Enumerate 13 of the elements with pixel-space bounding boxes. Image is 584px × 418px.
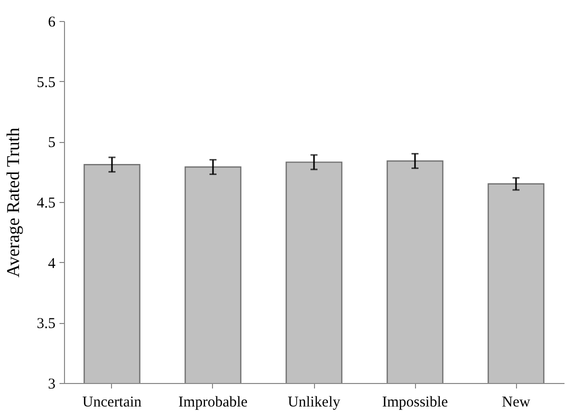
y-tick-label: 5.5 xyxy=(36,74,56,91)
y-tick-label: 3.5 xyxy=(36,316,56,332)
y-tick-label: 6 xyxy=(48,14,56,30)
y-tick-label: 4.5 xyxy=(36,196,56,212)
x-tick-label: Improbable xyxy=(178,394,248,410)
x-tick-label: Unlikely xyxy=(288,394,341,410)
y-tick-label: 5 xyxy=(48,135,56,152)
x-tick-label: Uncertain xyxy=(82,394,142,410)
x-tick-label: Impossible xyxy=(382,394,448,410)
y-axis-title: Average Rated Truth xyxy=(2,128,23,278)
x-tick-label: New xyxy=(502,394,530,410)
y-tick-label: 3 xyxy=(48,376,56,392)
y-tick-label: 4 xyxy=(48,256,56,272)
